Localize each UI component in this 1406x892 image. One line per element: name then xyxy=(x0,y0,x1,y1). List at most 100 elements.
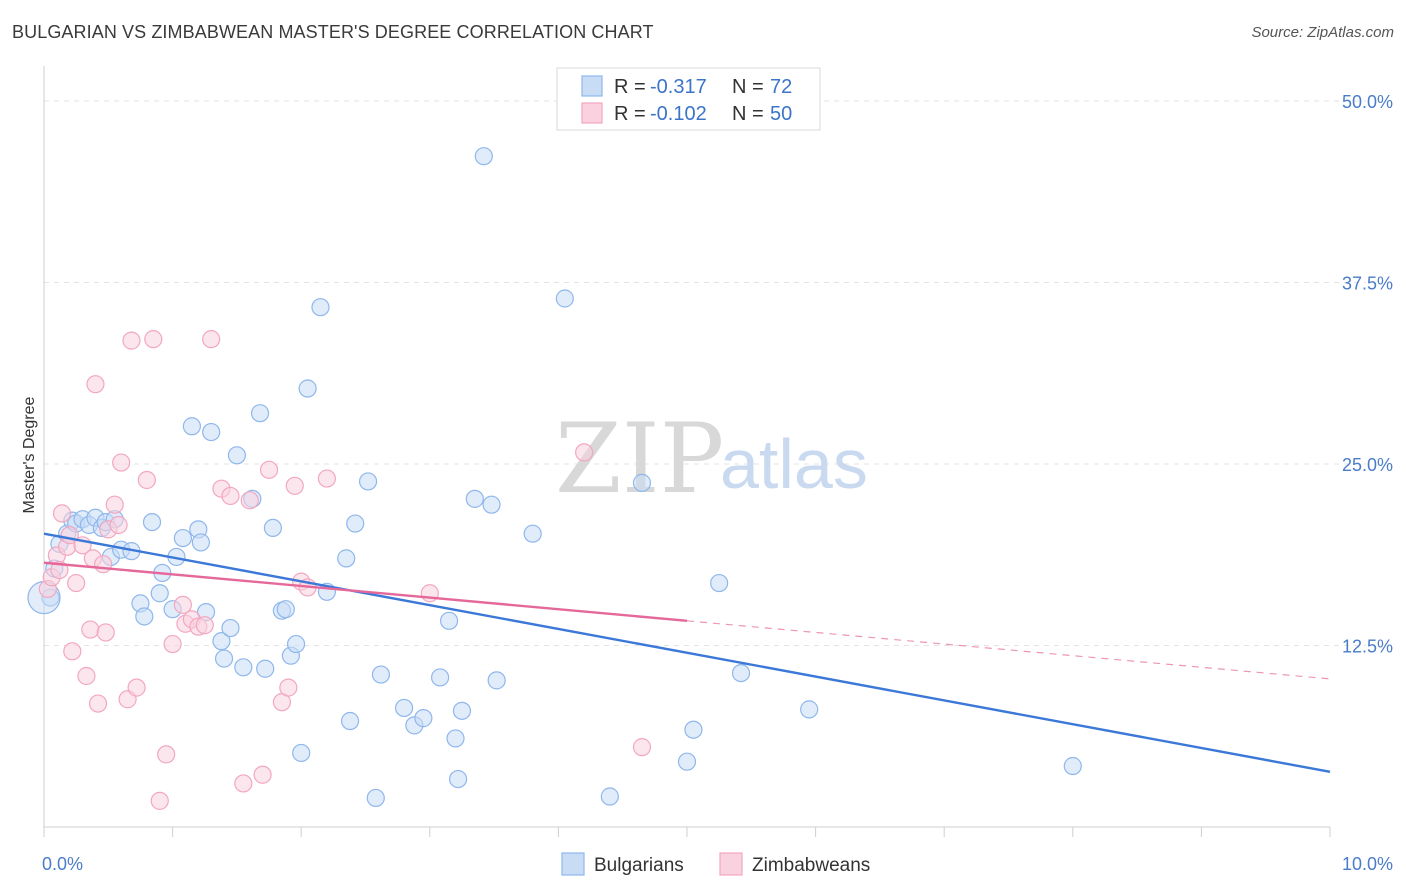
point-zimbabweans-27 xyxy=(173,595,192,614)
y-axis-label: Master's Degree xyxy=(21,396,38,513)
watermark-atlas: atlas xyxy=(720,425,868,503)
point-zimbabweans-36 xyxy=(240,491,259,510)
watermark: ZIP atlas xyxy=(555,403,868,515)
point-zimbabweans-12 xyxy=(86,375,105,394)
point-bulgarians-18 xyxy=(150,584,169,603)
bottom-legend-label-bulgarians: Bulgarians xyxy=(594,855,684,876)
stats-legend: R = -0.317 N = 72 R = -0.102 N = 50 xyxy=(556,67,821,131)
point-bulgarians-46 xyxy=(340,711,360,731)
point-bulgarians-50 xyxy=(371,665,391,684)
trend-line-bulgarians xyxy=(43,532,1331,774)
point-zimbabweans-38 xyxy=(259,460,279,479)
point-bulgarians-54 xyxy=(430,668,450,687)
point-bulgarians-62 xyxy=(487,671,506,690)
point-bulgarians-31 xyxy=(227,446,246,465)
legend-n-value-bulgarians: 72 xyxy=(770,76,792,98)
legend-n-label-zimbabweans: N = xyxy=(732,103,764,125)
y-tick-label-1: 25.0% xyxy=(1342,455,1393,475)
series-legend: Bulgarians Zimbabweans xyxy=(561,852,870,876)
point-zimbabweans-44 xyxy=(317,469,337,488)
point-bulgarians-17 xyxy=(142,512,162,532)
point-bulgarians-36 xyxy=(263,518,283,538)
point-bulgarians-30 xyxy=(221,618,240,638)
point-bulgarians-70 xyxy=(731,663,751,683)
bottom-legend-swatch-bulgarians xyxy=(561,852,585,876)
axes xyxy=(43,66,1331,837)
x-tick-labels: 0.0% 10.0% xyxy=(42,854,1393,874)
point-zimbabweans-32 xyxy=(202,330,221,349)
point-zimbabweans-48 xyxy=(50,560,69,580)
legend-r-value-bulgarians: -0.317 xyxy=(650,76,707,98)
point-bulgarians-47 xyxy=(346,514,365,533)
point-zimbabweans-47 xyxy=(632,738,652,757)
point-bulgarians-29 xyxy=(214,649,234,668)
point-zimbabweans-37 xyxy=(253,765,272,784)
point-zimbabweans-13 xyxy=(88,694,108,713)
point-bulgarians-72 xyxy=(1063,756,1082,776)
point-zimbabweans-3 xyxy=(52,504,72,523)
bottom-legend-swatch-zimbabweans xyxy=(719,852,743,876)
point-bulgarians-65 xyxy=(600,787,619,806)
point-zimbabweans-34 xyxy=(221,486,240,506)
point-zimbabweans-18 xyxy=(112,453,131,472)
point-bulgarians-27 xyxy=(202,422,221,442)
y-tick-label-0: 12.5% xyxy=(1342,637,1393,657)
point-bulgarians-42 xyxy=(298,379,317,398)
y-tick-labels: 12.5% 25.0% 37.5% 50.0% xyxy=(1342,92,1393,656)
point-bulgarians-68 xyxy=(684,720,703,739)
point-bulgarians-58 xyxy=(452,701,472,720)
point-bulgarians-61 xyxy=(482,495,501,514)
x-tick-label-1: 10.0% xyxy=(1342,854,1393,874)
point-zimbabweans-22 xyxy=(137,470,156,490)
point-bulgarians-63 xyxy=(523,524,542,543)
point-bulgarians-64 xyxy=(555,289,574,308)
point-zimbabweans-46 xyxy=(575,443,594,462)
point-bulgarians-48 xyxy=(358,472,378,491)
trend-line-dashed-zimbabweans xyxy=(686,620,1331,680)
point-bulgarians-60 xyxy=(474,147,493,166)
point-zimbabweans-21 xyxy=(127,678,146,697)
point-bulgarians-71 xyxy=(800,700,819,719)
point-bulgarians-34 xyxy=(250,404,270,423)
point-zimbabweans-31 xyxy=(195,616,214,635)
x-tick-label-0: 0.0% xyxy=(42,854,83,874)
point-bulgarians-45 xyxy=(337,549,356,568)
point-bulgarians-43 xyxy=(311,298,330,317)
point-bulgarians-35 xyxy=(256,659,275,678)
point-bulgarians-66 xyxy=(632,473,652,492)
legend-r-label-zimbabweans: R = xyxy=(614,103,646,125)
point-zimbabweans-16 xyxy=(105,495,124,514)
point-zimbabweans-41 xyxy=(285,476,304,495)
point-zimbabweans-6 xyxy=(63,642,82,661)
legend-r-label-bulgarians: R = xyxy=(614,76,646,98)
point-zimbabweans-26 xyxy=(163,634,182,654)
point-bulgarians-67 xyxy=(677,752,697,771)
legend-swatch-zimbabweans xyxy=(581,102,603,124)
point-zimbabweans-14 xyxy=(94,555,113,574)
point-bulgarians-41 xyxy=(292,743,311,763)
point-zimbabweans-25 xyxy=(157,745,176,764)
point-bulgarians-57 xyxy=(448,769,468,789)
y-tick-label-3: 50.0% xyxy=(1342,92,1393,112)
point-bulgarians-59 xyxy=(465,489,484,508)
legend-swatch-bulgarians xyxy=(581,75,603,97)
chart-title: BULGARIAN VS ZIMBABWEAN MASTER'S DEGREE … xyxy=(12,22,654,42)
point-bulgarians-55 xyxy=(439,611,459,630)
point-zimbabweans-17 xyxy=(109,515,128,535)
point-zimbabweans-23 xyxy=(144,330,163,349)
legend-n-value-zimbabweans: 50 xyxy=(770,103,792,125)
point-bulgarians-25 xyxy=(191,533,210,552)
y-tick-label-2: 37.5% xyxy=(1342,274,1393,294)
point-bulgarians-51 xyxy=(394,698,414,718)
point-bulgarians-38 xyxy=(276,600,295,619)
point-zimbabweans-20 xyxy=(122,331,141,350)
point-bulgarians-53 xyxy=(414,709,433,728)
point-zimbabweans-24 xyxy=(150,791,169,810)
point-bulgarians-40 xyxy=(286,634,306,654)
trend-line-zimbabweans xyxy=(43,561,688,623)
point-bulgarians-56 xyxy=(446,729,465,748)
point-zimbabweans-7 xyxy=(67,573,86,593)
point-zimbabweans-10 xyxy=(81,620,100,639)
legend-r-value-zimbabweans: -0.102 xyxy=(650,103,707,125)
point-zimbabweans-49 xyxy=(96,623,115,642)
